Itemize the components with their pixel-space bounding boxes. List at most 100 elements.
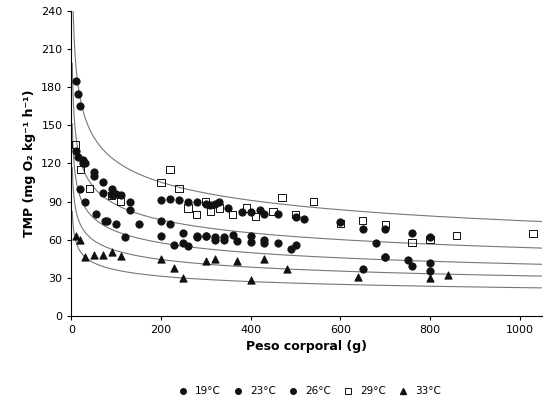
Point (425, 237, 434, 243)
Point (220, 234, 228, 240)
Point (74, 154, 82, 160)
Point (125, 207, 134, 214)
Point (193, 211, 201, 217)
Y-axis label: TMP (mg O₂ kg⁻¹ h⁻¹): TMP (mg O₂ kg⁻¹ h⁻¹) (23, 90, 36, 237)
Point (273, 240, 282, 247)
Point (166, 166, 175, 173)
Point (89, 169, 98, 175)
Point (237, 209, 246, 215)
Point (193, 198, 201, 205)
Point (233, 258, 242, 264)
Point (247, 239, 255, 245)
Point (179, 230, 188, 237)
Point (183, 243, 192, 249)
Point (201, 232, 210, 239)
Point (71, 147, 80, 154)
Point (255, 207, 264, 214)
Point (179, 275, 188, 281)
Point (309, 198, 318, 205)
Point (156, 232, 165, 239)
Point (125, 198, 134, 205)
Point (166, 196, 175, 202)
Point (201, 258, 210, 264)
Point (228, 211, 237, 217)
Point (260, 211, 268, 217)
Point (80, 198, 89, 205)
Legend: 19°C, 23°C, 26°C, 29°C, 33°C: 19°C, 23°C, 26°C, 29°C, 33°C (168, 382, 445, 401)
Point (156, 179, 165, 186)
Point (183, 205, 192, 211)
Point (85, 185, 94, 192)
Point (224, 205, 233, 211)
Point (282, 266, 291, 272)
Point (71, 78, 80, 84)
Point (408, 263, 417, 270)
Point (287, 245, 295, 252)
Point (71, 232, 80, 239)
Point (291, 213, 300, 220)
Point (98, 190, 107, 196)
Point (156, 197, 165, 203)
Point (78, 156, 87, 163)
Point (291, 211, 300, 217)
Point (206, 209, 215, 215)
Point (89, 173, 98, 179)
Point (156, 217, 165, 224)
Point (116, 253, 125, 260)
Point (210, 237, 219, 243)
Point (247, 277, 255, 284)
Point (193, 234, 201, 240)
Point (100, 217, 109, 224)
Point (210, 234, 219, 240)
Point (80, 254, 89, 261)
Point (103, 217, 111, 224)
Point (260, 256, 268, 262)
Point (408, 239, 417, 245)
Point (166, 221, 175, 228)
Point (134, 221, 143, 228)
Point (80, 160, 89, 167)
Point (260, 240, 268, 247)
Point (206, 202, 215, 209)
Point (112, 221, 121, 228)
Point (260, 237, 268, 243)
Point (381, 254, 390, 261)
X-axis label: Peso corporal (g): Peso corporal (g) (246, 341, 367, 354)
Point (372, 240, 380, 247)
Point (112, 191, 121, 197)
Point (273, 211, 282, 217)
Point (107, 192, 116, 198)
Point (358, 226, 367, 233)
Point (92, 211, 100, 217)
Point (358, 266, 367, 272)
Point (76, 166, 85, 173)
Point (425, 268, 434, 275)
Point (201, 198, 210, 205)
Point (201, 201, 210, 207)
Point (107, 249, 116, 256)
Point (107, 192, 116, 198)
Point (107, 185, 116, 192)
Point (268, 209, 277, 215)
Point (336, 219, 345, 225)
Point (403, 257, 412, 263)
Point (220, 237, 228, 243)
Point (156, 256, 165, 262)
Point (98, 179, 107, 186)
Point (381, 226, 390, 233)
Point (98, 252, 107, 258)
Point (215, 198, 223, 205)
Point (175, 185, 183, 192)
Point (210, 256, 219, 262)
Point (183, 198, 192, 205)
Point (170, 241, 179, 248)
Point (179, 240, 188, 247)
Point (228, 231, 237, 238)
Point (242, 205, 250, 211)
Point (425, 234, 434, 240)
Point (210, 201, 219, 207)
Point (233, 238, 242, 244)
Point (381, 221, 390, 228)
Point (170, 264, 179, 271)
Point (76, 237, 85, 243)
